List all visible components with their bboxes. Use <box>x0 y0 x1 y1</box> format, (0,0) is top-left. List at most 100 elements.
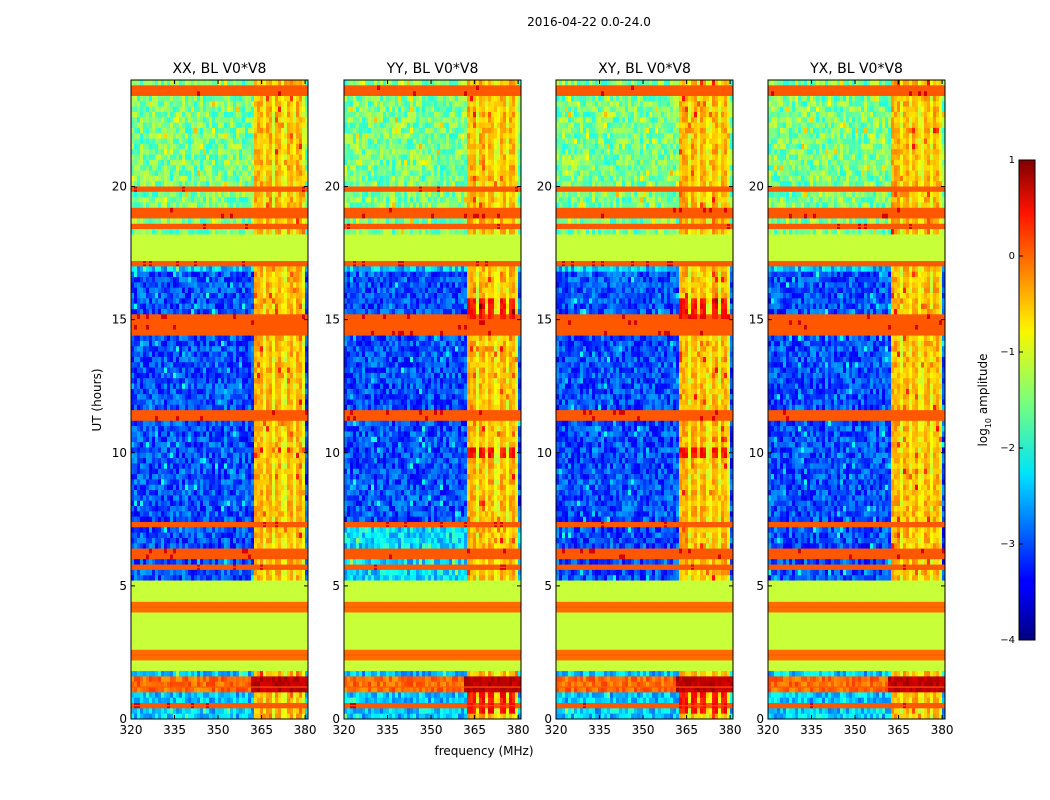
heatmap-cell <box>230 96 233 102</box>
heatmap-cell <box>293 144 296 150</box>
heatmap-cell <box>179 171 182 177</box>
heatmap-cell <box>182 107 185 113</box>
heatmap-cell <box>143 213 146 219</box>
heatmap-cell <box>263 202 266 208</box>
heatmap-cell <box>149 133 152 139</box>
heatmap-cell <box>131 165 134 171</box>
heatmap-cell <box>206 139 209 145</box>
heatmap-cell <box>287 202 290 208</box>
heatmap-cell <box>209 213 212 219</box>
heatmap-cell <box>278 218 281 224</box>
heatmap-cell <box>158 218 161 224</box>
heatmap-cell <box>167 149 170 155</box>
heatmap-cell <box>209 101 212 107</box>
heatmap-cell <box>137 107 140 113</box>
heatmap-cell <box>200 80 203 86</box>
heatmap-cell <box>203 112 206 118</box>
heatmap-cell <box>206 128 209 134</box>
heatmap-cell <box>167 144 170 150</box>
heatmap-cell <box>302 117 305 123</box>
heatmap-cell <box>131 234 134 240</box>
heatmap-cell <box>194 144 197 150</box>
heatmap-cell <box>206 123 209 129</box>
heatmap-cell <box>218 155 221 161</box>
heatmap-cell <box>218 202 221 208</box>
heatmap-cell <box>140 181 143 187</box>
heatmap-cell <box>143 117 146 123</box>
heatmap-cell <box>149 144 152 150</box>
heatmap-cell <box>146 133 149 139</box>
heatmap-cell <box>230 128 233 134</box>
heatmap-cell <box>161 117 164 123</box>
heatmap-cell <box>293 165 296 171</box>
heatmap-cell <box>272 197 275 203</box>
heatmap-cell <box>254 107 257 113</box>
heatmap-cell <box>260 144 263 150</box>
heatmap-cell <box>275 144 278 150</box>
heatmap-cell <box>212 149 215 155</box>
heatmap-cell <box>245 107 248 113</box>
heatmap-cell <box>266 117 269 123</box>
heatmap-cell <box>287 229 290 235</box>
heatmap-cell <box>239 229 242 235</box>
heatmap-cell <box>212 165 215 171</box>
heatmap-cell <box>221 128 224 134</box>
heatmap-cell <box>179 123 182 129</box>
heatmap-cell <box>152 171 155 177</box>
heatmap-cell <box>296 107 299 113</box>
heatmap-cell <box>140 112 143 118</box>
heatmap-cell <box>254 149 257 155</box>
heatmap-cell <box>137 112 140 118</box>
heatmap-cell <box>206 160 209 166</box>
heatmap-cell <box>269 101 272 107</box>
heatmap-cell <box>176 202 179 208</box>
heatmap-cell <box>287 96 290 102</box>
heatmap-cell <box>197 160 200 166</box>
heatmap-cell <box>290 149 293 155</box>
heatmap-cell <box>269 149 272 155</box>
heatmap-cell <box>173 96 176 102</box>
heatmap-cell <box>155 128 158 134</box>
heatmap-cell <box>233 123 236 129</box>
heatmap-cell <box>164 96 167 102</box>
heatmap-cell <box>206 213 209 219</box>
figure: 2016-04-22 0.0-24.0 XX, BL V0*V8320 335 35… <box>0 0 1050 800</box>
heatmap-cell <box>203 96 206 102</box>
heatmap-cell <box>215 197 218 203</box>
heatmap-cell <box>209 123 212 129</box>
heatmap-cell <box>149 181 152 187</box>
heatmap-cell <box>143 112 146 118</box>
heatmap-cell <box>257 80 260 86</box>
heatmap-cell <box>290 91 293 97</box>
heatmap-cell <box>245 171 248 177</box>
heatmap-cell <box>209 133 212 139</box>
heatmap-cell <box>260 123 263 129</box>
heatmap-cell <box>227 176 230 182</box>
heatmap-cell <box>263 107 266 113</box>
heatmap-cell <box>158 202 161 208</box>
heatmap-cell <box>158 112 161 118</box>
heatmap-cell <box>182 112 185 118</box>
heatmap-cell <box>137 165 140 171</box>
heatmap-cell <box>293 91 296 97</box>
heatmap-cell <box>131 197 134 203</box>
heatmap-cell <box>302 213 305 219</box>
heatmap-cell <box>278 128 281 134</box>
heatmap-cell <box>224 139 227 145</box>
heatmap-cell <box>260 107 263 113</box>
heatmap-cell <box>140 197 143 203</box>
heatmap-cell <box>254 101 257 107</box>
heatmap-cell <box>224 229 227 235</box>
heatmap-cell <box>131 155 134 161</box>
heatmap-cell <box>263 213 266 219</box>
heatmap-cell <box>131 160 134 166</box>
heatmap-cell <box>185 96 188 102</box>
heatmap-cell <box>269 91 272 97</box>
heatmap-cell <box>137 128 140 134</box>
heatmap-cell <box>293 107 296 113</box>
heatmap-cell <box>182 123 185 129</box>
heatmap-cell <box>191 139 194 145</box>
heatmap-cell <box>173 107 176 113</box>
heatmap-cell <box>182 80 185 86</box>
heatmap-cell <box>158 160 161 166</box>
